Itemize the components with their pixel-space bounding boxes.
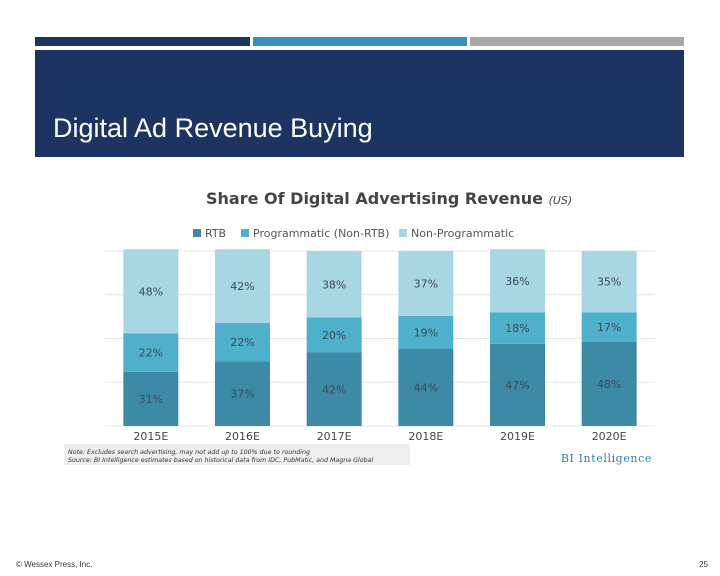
- bar-2017E-2: [306, 251, 362, 318]
- bar-2018E-0: [398, 349, 454, 426]
- bar-label-2020E-0: 48%: [597, 378, 621, 391]
- bar-2015E-0: [123, 371, 179, 426]
- stacked-bar-chart: Share Of Digital Advertising Revenue (US…: [64, 189, 655, 465]
- page-number: 25: [699, 560, 708, 569]
- bar-label-2016E-1: 22%: [230, 336, 254, 349]
- bar-2015E-2: [123, 249, 179, 334]
- legend-swatch-0: [193, 229, 201, 237]
- bar-label-2016E-2: 42%: [230, 280, 254, 293]
- legend-swatch-2: [399, 229, 407, 237]
- bar-2015E-1: [123, 333, 179, 372]
- bar-2016E-2: [215, 249, 270, 323]
- bar-label-2017E-1: 20%: [322, 329, 346, 342]
- x-tick-label-2015E: 2015E: [133, 430, 168, 443]
- bar-2020E-0: [581, 342, 637, 426]
- bar-label-2015E-1: 22%: [139, 347, 163, 360]
- top-accent-bar-grey: [470, 37, 684, 46]
- slide-title: Digital Ad Revenue Buying: [53, 113, 373, 143]
- bar-2019E-0: [490, 343, 545, 426]
- title-band: Digital Ad Revenue Buying: [35, 50, 684, 157]
- footer-copyright: © Wessex Press, Inc.: [16, 560, 93, 569]
- bar-2020E-2: [581, 251, 637, 313]
- top-accent-bar-blue: [253, 37, 467, 46]
- x-tick-label-2020E: 2020E: [592, 430, 627, 443]
- chart-note: Note: Excludes search advertising, may n…: [68, 448, 310, 456]
- x-tick-label-2017E: 2017E: [317, 430, 352, 443]
- bar-2019E-1: [490, 312, 545, 344]
- top-accent-bar-dark: [35, 37, 250, 46]
- bar-label-2020E-2: 35%: [597, 276, 621, 289]
- bar-2016E-1: [215, 322, 270, 362]
- bar-2017E-0: [306, 352, 362, 426]
- x-tick-label-2016E: 2016E: [225, 430, 260, 443]
- bar-2020E-1: [581, 312, 637, 342]
- legend-label-1: Programmatic (Non-RTB): [253, 227, 389, 240]
- bar-2016E-0: [215, 361, 270, 426]
- chart-container: Share Of Digital Advertising Revenue (US…: [60, 178, 660, 468]
- x-tick-label-2019E: 2019E: [500, 430, 535, 443]
- bar-label-2019E-1: 18%: [505, 322, 529, 335]
- bar-2018E-2: [398, 251, 454, 316]
- bar-2018E-1: [398, 315, 454, 349]
- legend-label-2: Non-Programmatic: [411, 227, 514, 240]
- bar-label-2016E-0: 37%: [230, 388, 254, 401]
- bi-intelligence-logo: BI Intelligence: [561, 452, 652, 465]
- bar-label-2017E-0: 42%: [322, 383, 346, 396]
- bar-2019E-2: [490, 249, 545, 313]
- bar-label-2019E-2: 36%: [505, 275, 529, 288]
- bar-label-2019E-0: 47%: [505, 379, 529, 392]
- bar-label-2018E-2: 37%: [414, 277, 438, 290]
- chart-title: Share Of Digital Advertising Revenue (US…: [206, 189, 572, 208]
- bar-label-2018E-1: 19%: [414, 326, 438, 339]
- footnote-box: [64, 444, 410, 465]
- legend-label-0: RTB: [205, 227, 226, 240]
- bar-label-2015E-2: 48%: [139, 285, 163, 298]
- bar-label-2017E-2: 38%: [322, 278, 346, 291]
- legend-swatch-1: [241, 229, 249, 237]
- bar-label-2015E-0: 31%: [139, 393, 163, 406]
- bar-label-2018E-0: 44%: [414, 382, 438, 395]
- bar-2017E-1: [306, 317, 362, 353]
- chart-source: Source: BI Intelligence estimates based …: [68, 456, 373, 464]
- bar-label-2020E-1: 17%: [597, 321, 621, 334]
- x-tick-label-2018E: 2018E: [408, 430, 443, 443]
